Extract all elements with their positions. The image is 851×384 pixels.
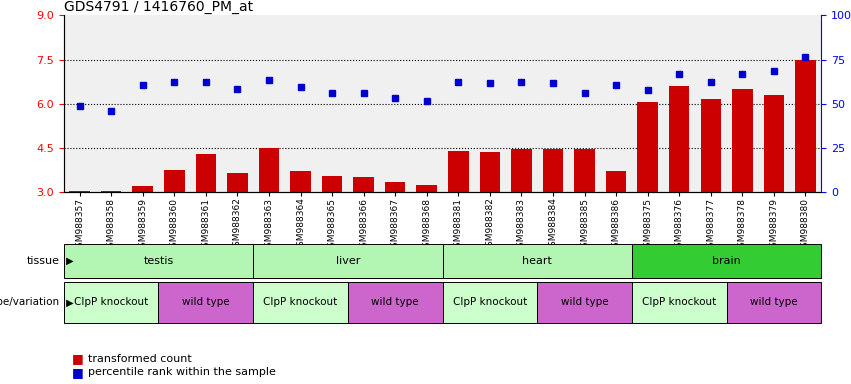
Bar (795, 60, 816, 192)
Bar (385, 182, 405, 192)
Bar (133, 186, 153, 192)
Text: percentile rank within the sample: percentile rank within the sample (88, 367, 276, 377)
Text: ▶: ▶ (63, 256, 73, 266)
Text: ClpP knockout: ClpP knockout (74, 297, 148, 308)
Text: GDS4791 / 1416760_PM_at: GDS4791 / 1416760_PM_at (64, 0, 253, 14)
Bar (348, 282, 443, 323)
Bar (259, 148, 279, 192)
Text: transformed count: transformed count (88, 354, 191, 364)
Text: ■: ■ (72, 353, 84, 366)
Text: ClpP knockout: ClpP knockout (263, 297, 338, 308)
Text: wild type: wild type (561, 297, 608, 308)
Bar (574, 149, 595, 192)
Bar (727, 282, 821, 323)
Bar (69, 190, 90, 192)
Bar (164, 170, 185, 192)
Bar (537, 282, 631, 323)
Text: testis: testis (143, 256, 174, 266)
Bar (631, 244, 821, 278)
Bar (700, 99, 721, 192)
Bar (511, 149, 532, 192)
Text: wild type: wild type (371, 297, 419, 308)
Bar (322, 176, 342, 192)
Bar (158, 282, 253, 323)
Bar (669, 86, 689, 192)
Text: wild type: wild type (182, 297, 230, 308)
Bar (637, 102, 658, 192)
Bar (606, 171, 626, 192)
Bar (64, 244, 253, 278)
Text: genotype/variation: genotype/variation (0, 297, 60, 308)
Bar (290, 171, 311, 192)
Text: ClpP knockout: ClpP knockout (642, 297, 717, 308)
Bar (443, 244, 631, 278)
Bar (631, 282, 727, 323)
Bar (448, 151, 469, 192)
Bar (480, 152, 500, 192)
Bar (353, 177, 374, 192)
Bar (416, 185, 437, 192)
Bar (543, 149, 563, 192)
Text: ClpP knockout: ClpP knockout (453, 297, 527, 308)
Bar (196, 154, 216, 192)
Text: brain: brain (712, 256, 741, 266)
Bar (227, 173, 248, 192)
Text: wild type: wild type (750, 297, 797, 308)
Text: heart: heart (523, 256, 552, 266)
Bar (253, 244, 443, 278)
Bar (253, 282, 348, 323)
Bar (443, 282, 537, 323)
Bar (763, 95, 784, 192)
Bar (101, 191, 122, 192)
Text: ▶: ▶ (63, 297, 73, 308)
Text: liver: liver (335, 256, 360, 266)
Text: tissue: tissue (26, 256, 60, 266)
Bar (64, 282, 158, 323)
Bar (732, 89, 752, 192)
Text: ■: ■ (72, 366, 84, 379)
